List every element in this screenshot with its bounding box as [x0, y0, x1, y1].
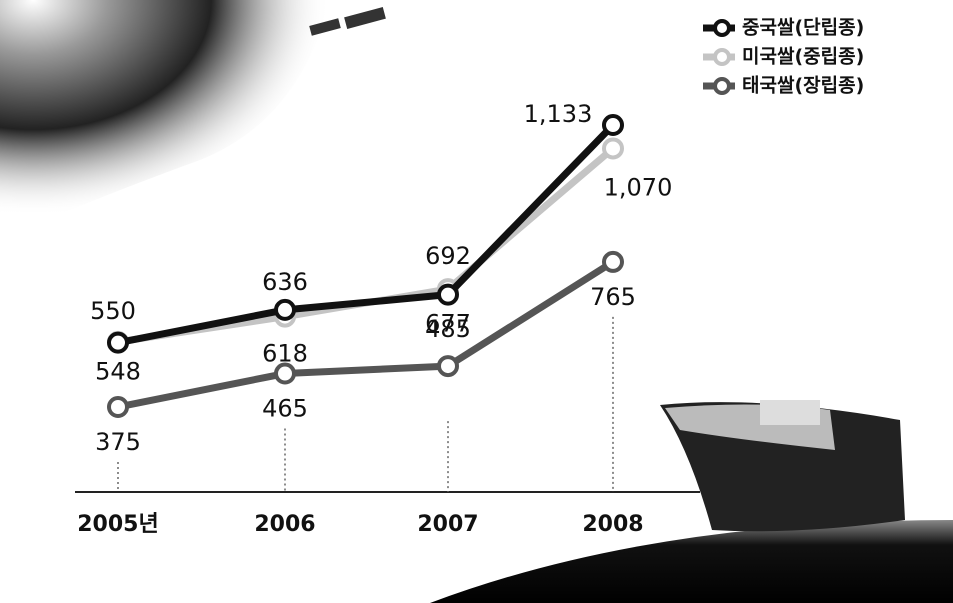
data-label: 1,070 — [604, 173, 673, 201]
series-line — [117, 258, 615, 411]
x-tick-label: 2005년 — [77, 512, 158, 537]
x-tick-label: 2007 — [417, 512, 478, 537]
data-point — [602, 250, 624, 273]
data-point — [274, 298, 296, 321]
legend-marker — [713, 19, 731, 37]
data-point — [107, 331, 129, 354]
data-label: 375 — [95, 428, 141, 456]
data-label: 465 — [262, 395, 308, 423]
satellite — [309, 7, 386, 36]
legend-marker — [713, 77, 731, 95]
legend-label: 태국쌀(장립종) — [742, 75, 864, 97]
data-label: 765 — [590, 283, 636, 311]
background-space — [0, 0, 330, 240]
series-line — [117, 122, 616, 347]
legend-label: 미국쌀(중립종) — [742, 46, 864, 68]
data-label: 677 — [425, 310, 471, 338]
data-point — [602, 114, 624, 137]
data-point — [437, 283, 459, 306]
data-label: 618 — [262, 340, 308, 368]
data-label: 692 — [425, 242, 471, 270]
ship — [660, 400, 905, 532]
x-tick-label: 2008 — [582, 512, 643, 537]
x-tick-label: 2006 — [254, 512, 315, 537]
data-label: 485 — [425, 315, 471, 343]
data-label: 550 — [90, 297, 136, 325]
data-point — [274, 362, 296, 385]
data-label: 548 — [95, 358, 141, 386]
legend-marker — [713, 48, 731, 66]
background-earth — [430, 520, 953, 603]
data-point — [107, 396, 129, 418]
data-label: 636 — [262, 268, 308, 296]
data-label: 1,133 — [524, 100, 593, 128]
legend-label: 중국쌀(단립종) — [742, 17, 864, 39]
data-point — [602, 137, 624, 160]
data-point — [437, 355, 459, 378]
